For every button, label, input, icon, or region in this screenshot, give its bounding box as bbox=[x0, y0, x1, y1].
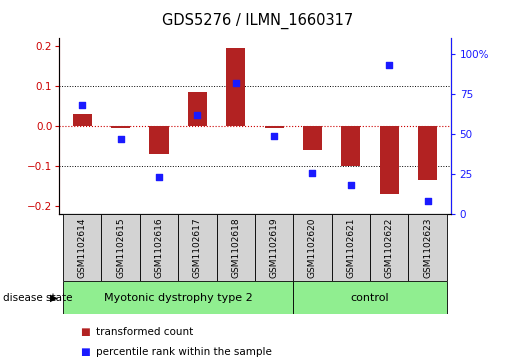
Bar bbox=[216, 214, 255, 281]
Bar bbox=[178, 214, 216, 281]
Text: GSM1102616: GSM1102616 bbox=[154, 217, 163, 278]
Bar bbox=[255, 214, 294, 281]
Text: ■: ■ bbox=[80, 327, 90, 337]
Point bbox=[308, 170, 317, 175]
Point bbox=[193, 112, 201, 118]
Bar bbox=[63, 281, 294, 314]
Bar bbox=[101, 214, 140, 281]
Bar bbox=[265, 126, 284, 128]
Bar bbox=[226, 48, 245, 126]
Text: GSM1102623: GSM1102623 bbox=[423, 217, 432, 278]
Bar bbox=[303, 126, 322, 150]
Bar bbox=[63, 214, 101, 281]
Text: GDS5276 / ILMN_1660317: GDS5276 / ILMN_1660317 bbox=[162, 13, 353, 29]
Text: GSM1102615: GSM1102615 bbox=[116, 217, 125, 278]
Text: percentile rank within the sample: percentile rank within the sample bbox=[96, 347, 272, 357]
Point bbox=[423, 199, 432, 204]
Bar bbox=[73, 114, 92, 126]
Point bbox=[270, 133, 278, 139]
Bar bbox=[370, 214, 408, 281]
Bar bbox=[294, 281, 447, 314]
Text: ■: ■ bbox=[80, 347, 90, 357]
Text: control: control bbox=[351, 293, 389, 303]
Bar bbox=[332, 214, 370, 281]
Point bbox=[347, 183, 355, 188]
Text: disease state: disease state bbox=[3, 293, 72, 303]
Point bbox=[78, 102, 87, 108]
Text: GSM1102614: GSM1102614 bbox=[78, 217, 87, 278]
Bar bbox=[341, 126, 360, 166]
Bar bbox=[418, 126, 437, 180]
Text: GSM1102622: GSM1102622 bbox=[385, 217, 394, 278]
Text: GSM1102618: GSM1102618 bbox=[231, 217, 240, 278]
Text: ▶: ▶ bbox=[50, 293, 58, 303]
Bar bbox=[294, 214, 332, 281]
Point bbox=[116, 136, 125, 142]
Text: GSM1102617: GSM1102617 bbox=[193, 217, 202, 278]
Text: Myotonic dystrophy type 2: Myotonic dystrophy type 2 bbox=[104, 293, 252, 303]
Text: transformed count: transformed count bbox=[96, 327, 194, 337]
Text: GSM1102619: GSM1102619 bbox=[270, 217, 279, 278]
Point bbox=[232, 80, 240, 86]
Text: GSM1102620: GSM1102620 bbox=[308, 217, 317, 278]
Point bbox=[155, 175, 163, 180]
Bar bbox=[149, 126, 168, 154]
Bar bbox=[140, 214, 178, 281]
Bar bbox=[111, 126, 130, 128]
Bar bbox=[380, 126, 399, 194]
Bar bbox=[408, 214, 447, 281]
Point bbox=[385, 62, 393, 68]
Bar bbox=[188, 92, 207, 126]
Text: GSM1102621: GSM1102621 bbox=[347, 217, 355, 278]
